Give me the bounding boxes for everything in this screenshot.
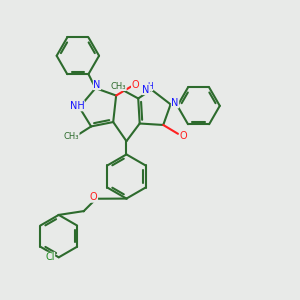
Text: NH: NH — [70, 101, 84, 111]
Text: N: N — [93, 80, 101, 90]
Text: N: N — [171, 98, 179, 108]
Text: CH₃: CH₃ — [111, 82, 126, 91]
Text: H: H — [147, 82, 153, 91]
Text: O: O — [179, 131, 187, 141]
Text: Cl: Cl — [45, 252, 55, 262]
Text: N: N — [142, 85, 150, 94]
Text: O: O — [131, 80, 139, 90]
Text: O: O — [90, 192, 98, 202]
Text: CH₃: CH₃ — [64, 132, 79, 141]
